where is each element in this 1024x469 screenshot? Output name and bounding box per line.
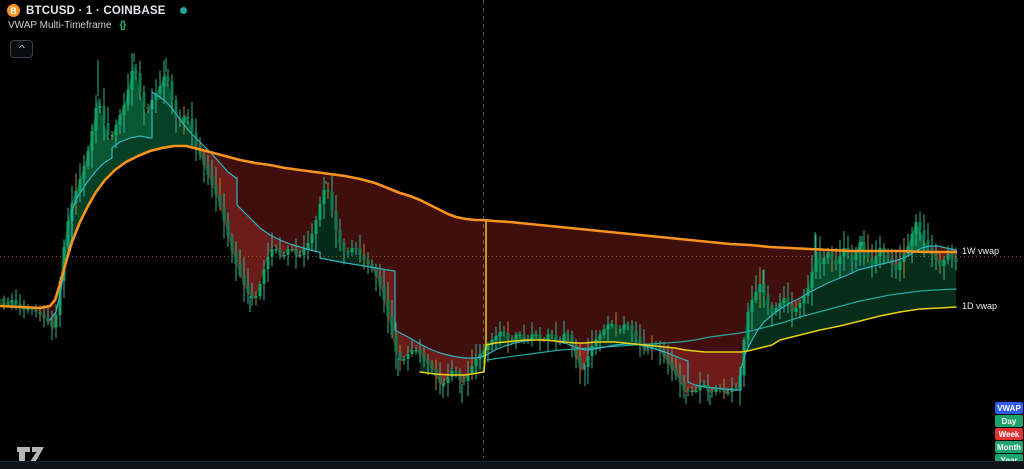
indicator-row[interactable]: VWAP Multi-Timeframe {} — [8, 20, 127, 31]
symbol-title[interactable]: BTCUSD · 1 · COINBASE — [26, 4, 166, 17]
collapse-panel-button[interactable]: ^ — [10, 40, 33, 58]
legend-button-vwap[interactable]: VWAP — [995, 402, 1023, 414]
symbol-header: B BTCUSD · 1 · COINBASE — [7, 4, 187, 17]
legend-button-week[interactable]: Week — [995, 428, 1023, 440]
day-vwap-label: 1D vwap — [962, 301, 998, 311]
indicator-name[interactable]: VWAP Multi-Timeframe — [8, 20, 112, 31]
source-code-braces-icon[interactable]: {} — [119, 20, 127, 31]
chevron-up-icon: ^ — [18, 43, 25, 53]
bottom-toolbar — [0, 461, 1024, 469]
week-vwap-label: 1W vwap — [962, 246, 1000, 256]
bitcoin-icon: B — [7, 4, 20, 17]
market-status-dot — [179, 7, 187, 14]
tradingview-logo[interactable] — [16, 446, 46, 462]
legend-button-month[interactable]: Month — [995, 441, 1023, 453]
legend-button-day[interactable]: Day — [995, 415, 1023, 427]
